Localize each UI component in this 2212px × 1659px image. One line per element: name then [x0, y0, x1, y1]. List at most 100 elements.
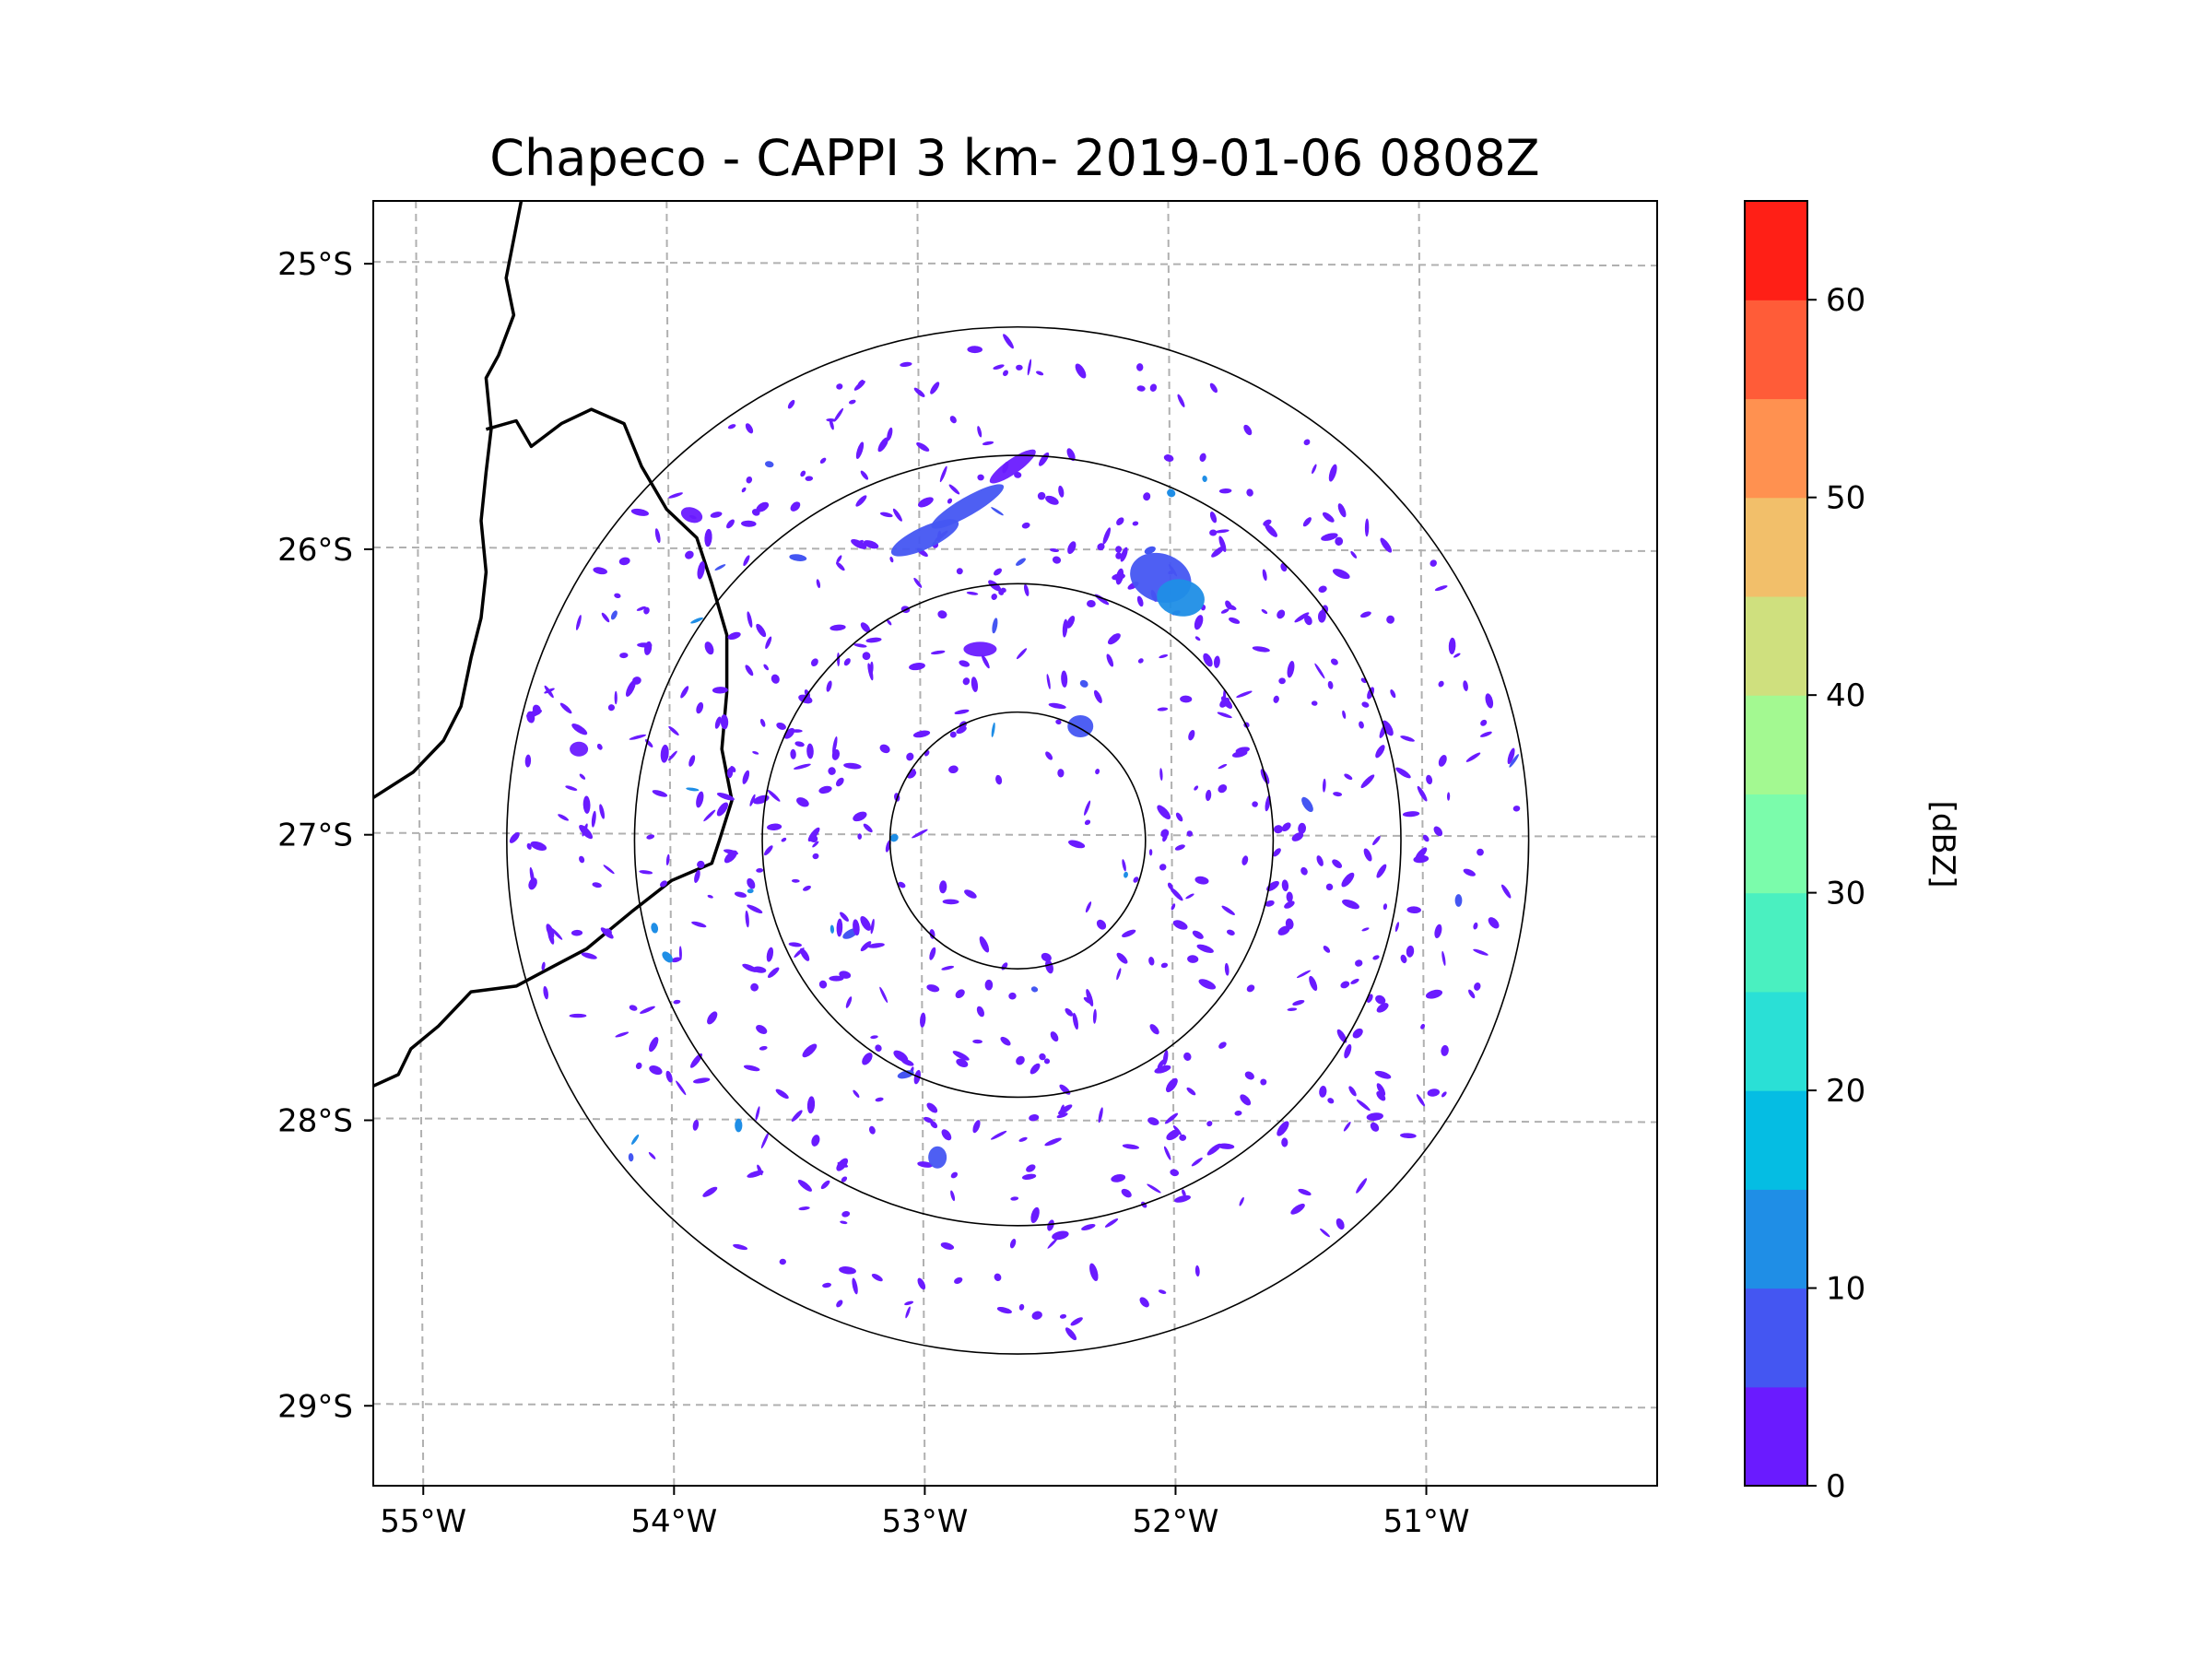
echo-speck [1047, 1219, 1054, 1231]
echo-speck [906, 752, 914, 761]
echo-speck [1220, 608, 1230, 614]
echo-speck [918, 497, 934, 508]
echo-speck [1116, 952, 1128, 964]
echo-speck [603, 865, 615, 875]
echo-speck [1406, 906, 1421, 914]
echo-speck [1186, 830, 1194, 837]
echo-speck [863, 823, 873, 833]
echo-speck [1359, 721, 1364, 729]
echo-speck [1194, 785, 1199, 791]
echo-speck [652, 790, 668, 797]
echo-speck [692, 1119, 700, 1131]
echo-speck [1416, 1094, 1425, 1107]
echo-speck [776, 722, 786, 730]
echo-speck [1166, 1129, 1181, 1141]
echo-speck [619, 653, 629, 659]
echo-speck [673, 999, 681, 1005]
echo-speck [1240, 1094, 1252, 1106]
echo-speck [651, 923, 659, 934]
echo-speck [745, 665, 754, 677]
echo-speck [1390, 688, 1396, 699]
echo-speck [1337, 503, 1347, 518]
echo-speck [1246, 984, 1255, 993]
echo-speck [1319, 1086, 1327, 1098]
echo-speck [1174, 1194, 1191, 1203]
echo-speck [912, 730, 931, 738]
echo-speck [1213, 655, 1220, 668]
echo-speck [954, 709, 970, 715]
echo-speck [1359, 611, 1371, 618]
echo-speck [1148, 957, 1155, 966]
echo-speck [1480, 719, 1488, 726]
echo-speck [964, 889, 977, 899]
echo-speck [926, 1102, 938, 1113]
echo-speck [1194, 615, 1204, 630]
echo-speck [1120, 547, 1128, 562]
echo-speck [853, 811, 867, 822]
echo-speck [1021, 522, 1030, 529]
echo-speck [791, 878, 800, 883]
echo-speck [995, 774, 1003, 785]
echo-speck [1342, 899, 1359, 910]
echo-speck [727, 424, 736, 429]
echo-speck [1160, 962, 1169, 969]
echo-speck [741, 487, 747, 493]
echo-speck [1382, 903, 1388, 911]
echo-speck [676, 1080, 687, 1096]
y-tick-label-3: 28°S [277, 1102, 353, 1139]
echo-speck [1199, 453, 1206, 463]
echo-speck [1104, 1218, 1119, 1228]
range-ring-100km [761, 582, 1275, 1099]
echo-speck [917, 1277, 926, 1290]
echo-speck [697, 860, 705, 869]
echo-speck [1485, 693, 1494, 709]
echo-speck [982, 441, 994, 446]
echo-speck [688, 755, 696, 767]
y-axis-ticks: 25°S 26°S 27°S 28°S 29°S [277, 246, 373, 1425]
echo-speck [1352, 1028, 1363, 1039]
echo-speck [949, 731, 957, 738]
echo-speck [1068, 840, 1086, 849]
echo-speck [1265, 900, 1275, 907]
echo-speck [818, 785, 832, 794]
echo-speck [1327, 680, 1334, 689]
echo-speck [755, 1106, 760, 1121]
echo-speck [991, 722, 995, 737]
echo-speck [752, 966, 767, 973]
echo-speck [790, 501, 801, 512]
echo-speck [789, 554, 807, 561]
echo-speck [746, 476, 753, 484]
echo-speck [1031, 1311, 1042, 1320]
echo-speck [771, 674, 780, 684]
echo-speck [1430, 559, 1437, 567]
echo-speck [654, 528, 661, 544]
echo-speck [798, 694, 813, 704]
y-tick-label-2: 27°S [277, 818, 353, 854]
echo-speck [956, 1058, 969, 1067]
echo-speck [926, 984, 940, 993]
echo-speck [783, 727, 795, 739]
echo-speck [852, 1277, 858, 1295]
echo-speck [1273, 825, 1283, 834]
echo-speck [867, 663, 874, 681]
echo-speck [1122, 929, 1136, 937]
x-axis-ticks: 55°W 54°W 53°W 52°W 51°W [380, 1486, 1469, 1540]
echo-speck [1509, 754, 1519, 768]
echo-speck [1058, 485, 1065, 498]
echo-speck [1171, 903, 1176, 911]
echo-speck [812, 841, 819, 848]
echo-speck [1048, 702, 1066, 710]
echo-speck [939, 880, 947, 894]
echo-speck [696, 701, 704, 714]
echo-speck [853, 643, 867, 648]
echo-speck [1468, 989, 1476, 999]
echo-speck [1298, 822, 1307, 834]
echo-speck [689, 1053, 703, 1068]
x-tick-label-1: 54°W [630, 1503, 717, 1540]
echo-speck [1218, 1143, 1235, 1149]
echo-speck [1364, 518, 1370, 537]
echo-speck [1375, 745, 1385, 759]
echo-speck [1081, 1224, 1096, 1230]
echo-speck [802, 1043, 818, 1058]
